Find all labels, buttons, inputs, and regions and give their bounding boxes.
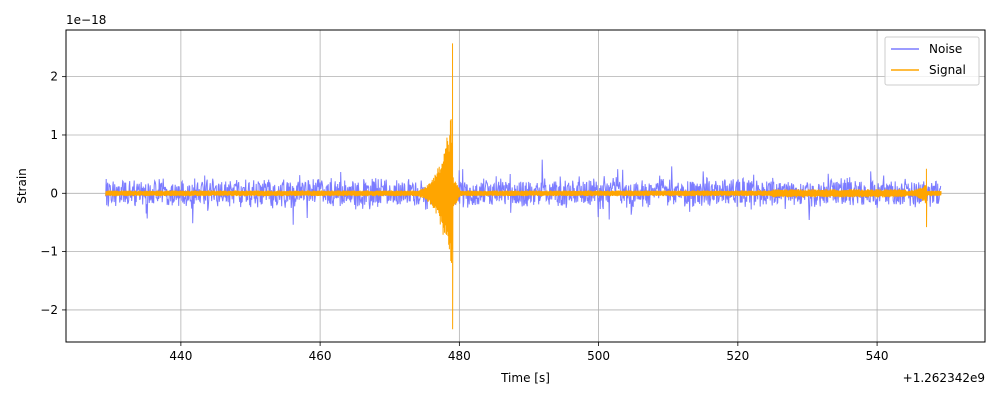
y-tick-label: 1: [50, 128, 58, 142]
y-axis-scale-label: 1e−18: [66, 13, 106, 27]
x-tick-label: 460: [309, 349, 332, 363]
plot-area: [105, 43, 942, 330]
axes-frame: [65, 29, 986, 343]
y-tick-label: 0: [50, 186, 58, 200]
x-tick-label: 480: [448, 349, 471, 363]
x-tick-label: 540: [866, 349, 889, 363]
x-axis-label: Time [s]: [500, 371, 550, 385]
x-tick-label: 500: [587, 349, 610, 363]
y-tick-label: 2: [50, 70, 58, 84]
x-tick-label: 520: [726, 349, 749, 363]
x-tick-label: 440: [169, 349, 192, 363]
x-axis-offset-label: +1.262342e9: [903, 371, 985, 385]
legend-entry-noise: Noise: [929, 42, 962, 56]
y-tick-label: −2: [40, 303, 58, 317]
y-tick-label: −1: [40, 245, 58, 259]
series-signal-line: [105, 43, 942, 330]
series-noise-line: [105, 159, 942, 225]
y-axis-label: Strain: [15, 168, 29, 204]
legend: Noise Signal: [884, 36, 980, 86]
axis-ticks: 440 460 480 500 520 540 −2 −1 0 1 2: [40, 70, 888, 363]
legend-entry-signal: Signal: [929, 63, 966, 77]
